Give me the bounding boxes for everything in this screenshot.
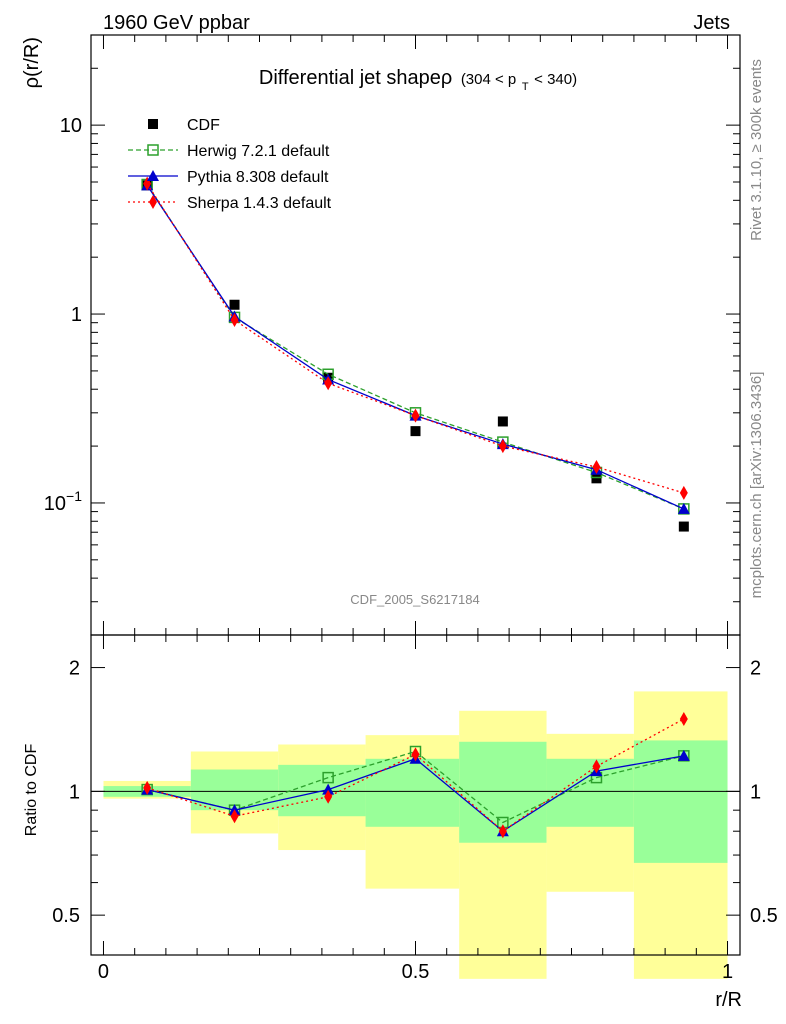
ratio-y-tick-label-right: 2: [750, 658, 761, 680]
ratio-y-tick-label-right: 1: [750, 781, 761, 803]
ratio-y-tick-label-left: 0.5: [52, 905, 80, 927]
main-point-cdf: [678, 521, 689, 532]
main-y-tick-label: 1: [71, 304, 82, 326]
ratio-point-sherpa: [679, 711, 688, 726]
legend-label-sherpa: Sherpa 1.4.3 default: [187, 195, 332, 212]
analysis-id: CDF_2005_S6217184: [350, 592, 479, 607]
x-tick-label: 1: [722, 961, 733, 983]
ratio-point-sherpa: [498, 824, 507, 839]
ratio-point-sherpa: [411, 747, 420, 762]
main-y-tick-label: 10: [60, 115, 82, 137]
legend: CDF Herwig 7.2.1 default Pythia 8.308 defa…: [128, 117, 332, 212]
ratio-point-herwig: [322, 771, 334, 784]
ratio-band-inner: [365, 758, 460, 827]
header-right: Jets: [693, 12, 730, 34]
mcplots-reference-text: mcplots.cern.ch [arXiv:1306.3436]: [748, 372, 765, 599]
main-point-sherpa: [592, 460, 601, 475]
main-point-cdf: [497, 416, 508, 427]
legend-marker-herwig: [147, 144, 159, 156]
legend-label-pythia: Pythia 8.308 default: [187, 169, 329, 186]
main-point-sherpa: [498, 439, 507, 454]
header-left: 1960 GeV ppbar: [103, 12, 250, 34]
ratio-y-axis-label: Ratio to CDF: [23, 744, 40, 837]
legend-marker-cdf: [148, 119, 158, 129]
main-panel: 10 1 10−1 Differential jet shapeρ (304 < p…: [21, 34, 741, 636]
ratio-point-sherpa: [592, 759, 601, 774]
ratio-y-tick-label-left: 1: [69, 781, 80, 803]
main-line-herwig: [146, 184, 685, 510]
main-point-sherpa: [411, 408, 420, 423]
legend-marker-sherpa: [149, 195, 157, 209]
ratio-panel: 2 2 1 1 0.5 0.5 0 0.5 1 Ratio to CDF r/R: [23, 634, 778, 1011]
x-tick-label: 0: [98, 961, 109, 983]
main-point-sherpa: [324, 376, 333, 391]
main-title: Differential jet shapeρ (304 < p T < 340…: [259, 67, 577, 95]
ratio-y-tick-label-left: 2: [69, 658, 80, 680]
ratio-point-sherpa: [230, 809, 239, 824]
ratio-point-pythia: [677, 749, 690, 761]
main-point-sherpa: [230, 312, 239, 327]
ratio-band-inner: [546, 758, 634, 827]
main-point-cdf: [229, 299, 240, 310]
main-point-pythia: [677, 502, 690, 514]
main-line-pythia: [146, 184, 685, 510]
main-point-sherpa: [679, 485, 688, 500]
ratio-point-sherpa: [143, 780, 152, 795]
ratio-point-sherpa: [324, 789, 333, 804]
x-tick-label: 0.5: [402, 961, 430, 983]
legend-label-herwig: Herwig 7.2.1 default: [187, 143, 330, 160]
main-line-sherpa: [146, 183, 685, 494]
rivet-version-text: Rivet 3.1.10, ≥ 300k events: [748, 59, 765, 241]
legend-marker-pythia: [147, 170, 159, 181]
main-point-cdf: [410, 426, 421, 437]
ratio-point-pythia: [322, 783, 335, 795]
x-axis-label: r/R: [715, 989, 742, 1011]
main-point-cdf: [591, 473, 602, 484]
main-y-tick-label: 10−1: [44, 488, 82, 515]
ratio-y-tick-label-right: 0.5: [750, 905, 778, 927]
main-y-axis-label: ρ(r/R): [21, 37, 43, 88]
legend-label-cdf: CDF: [187, 117, 220, 134]
